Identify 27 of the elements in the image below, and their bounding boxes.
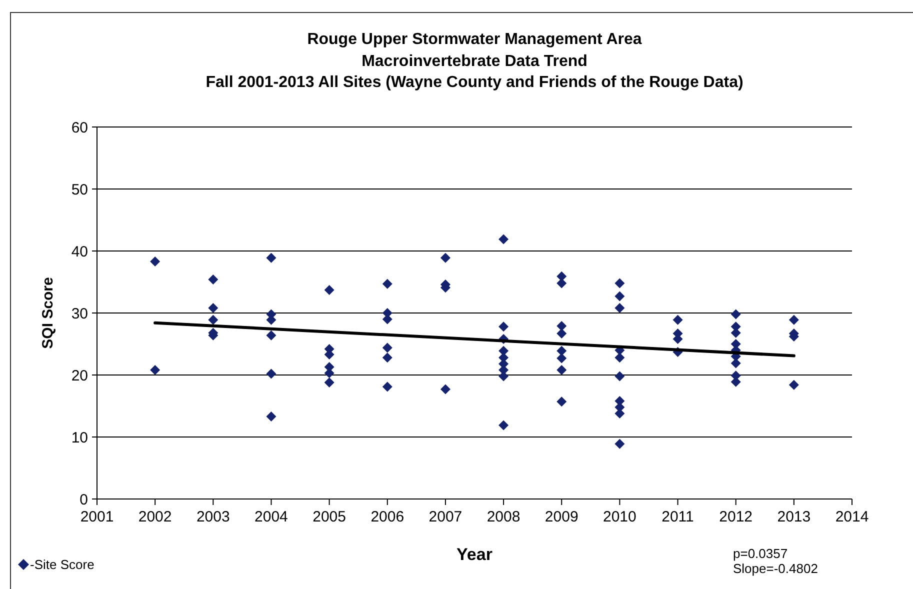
x-tick-label: 2007 — [428, 508, 462, 526]
y-tick-label: 40 — [71, 243, 88, 260]
x-tick-label: 2009 — [544, 508, 578, 526]
chart-title: Rouge Upper Stormwater Management Area Macroinvertebrate Data Trend Fall 2001-2013 All Sites (Wayne County and Friends of the Rouge Data) — [204, 30, 744, 93]
y-tick-label: 20 — [71, 367, 88, 384]
x-tick-label: 2004 — [254, 508, 288, 526]
text: p=0.0357 — [733, 546, 789, 561]
x-tick-label: 2013 — [777, 508, 811, 526]
y-tick-label: 30 — [71, 305, 88, 322]
y-tick-label: 10 — [71, 429, 88, 446]
y-tick-label: 50 — [71, 181, 88, 198]
text: Slope=-0.4802 — [733, 561, 818, 576]
legend-label: -Site Score — [30, 557, 94, 572]
y-tick-label: 0 — [80, 491, 88, 508]
x-tick-label: 2010 — [603, 508, 636, 526]
x-tick-label: 2002 — [138, 508, 172, 526]
x-tick-label: 2012 — [719, 508, 753, 526]
x-tick-label: 2005 — [312, 508, 346, 526]
y-tick-label: 60 — [71, 119, 88, 136]
x-axis-title: Year — [456, 545, 492, 565]
x-tick-label: 2011 — [662, 508, 694, 526]
x-tick-label: 2003 — [196, 508, 230, 526]
x-tick-label: 2006 — [370, 508, 404, 526]
y-axis-title: SQI Score — [40, 277, 56, 349]
x-tick-label: 2008 — [486, 508, 520, 526]
x-tick-label: 2001 — [80, 508, 114, 526]
x-tick-label: 2014 — [835, 508, 869, 526]
